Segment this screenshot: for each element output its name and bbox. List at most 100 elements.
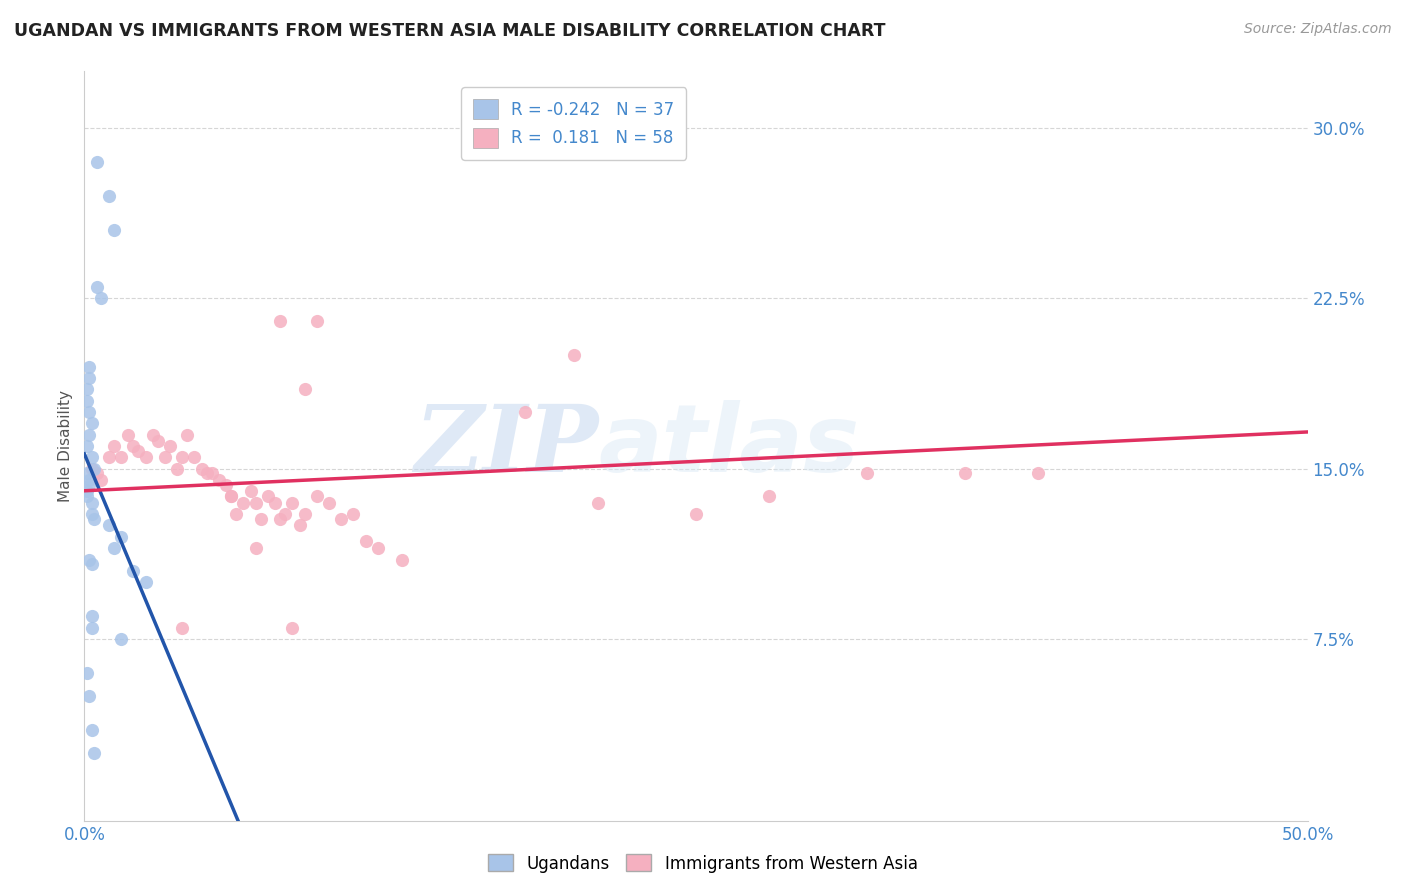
Point xyxy=(330,511,353,525)
Point xyxy=(77,371,100,385)
Point xyxy=(208,473,231,487)
Point xyxy=(215,477,238,491)
Point xyxy=(80,557,103,571)
Legend: R = -0.242   N = 37, R =  0.181   N = 58: R = -0.242 N = 37, R = 0.181 N = 58 xyxy=(461,87,686,160)
Point xyxy=(354,534,377,549)
Point xyxy=(135,575,157,590)
Point xyxy=(135,450,157,465)
Point xyxy=(80,723,103,737)
Point xyxy=(318,496,340,510)
Point xyxy=(103,223,125,237)
Point xyxy=(76,382,98,396)
Point xyxy=(90,473,112,487)
Point xyxy=(77,405,100,419)
Text: atlas: atlas xyxy=(598,400,859,492)
Point xyxy=(294,382,316,396)
Point xyxy=(122,439,145,453)
Point xyxy=(586,496,609,510)
Y-axis label: Male Disability: Male Disability xyxy=(58,390,73,502)
Point xyxy=(83,511,105,525)
Point xyxy=(80,450,103,465)
Point xyxy=(1028,467,1050,481)
Point xyxy=(76,439,98,453)
Point xyxy=(122,564,145,578)
Point xyxy=(76,393,98,408)
Point xyxy=(103,541,125,556)
Point xyxy=(76,467,98,481)
Point xyxy=(513,405,536,419)
Point xyxy=(239,484,262,499)
Point xyxy=(281,496,304,510)
Text: ZIP: ZIP xyxy=(413,401,598,491)
Point xyxy=(294,507,316,521)
Point xyxy=(80,417,103,431)
Point xyxy=(245,541,267,556)
Point xyxy=(249,511,271,525)
Point xyxy=(77,477,100,491)
Point xyxy=(176,427,198,442)
Point xyxy=(245,496,267,510)
Point xyxy=(97,518,120,533)
Point xyxy=(76,666,98,681)
Point xyxy=(86,280,108,294)
Point xyxy=(183,450,205,465)
Point xyxy=(97,189,120,203)
Point xyxy=(288,518,311,533)
Point xyxy=(219,489,242,503)
Point xyxy=(80,507,103,521)
Point xyxy=(200,467,222,481)
Point xyxy=(166,461,188,475)
Point xyxy=(269,511,291,525)
Point xyxy=(77,427,100,442)
Point xyxy=(367,541,389,556)
Point xyxy=(80,461,103,475)
Point xyxy=(195,467,218,481)
Point xyxy=(146,434,169,449)
Point xyxy=(153,450,176,465)
Point xyxy=(758,489,780,503)
Point xyxy=(77,552,100,566)
Point xyxy=(83,461,105,475)
Point xyxy=(80,496,103,510)
Point xyxy=(127,443,149,458)
Point xyxy=(77,473,100,487)
Point xyxy=(80,621,103,635)
Point xyxy=(219,489,242,503)
Point xyxy=(77,689,100,703)
Point xyxy=(110,450,132,465)
Legend: Ugandans, Immigrants from Western Asia: Ugandans, Immigrants from Western Asia xyxy=(481,847,925,880)
Point xyxy=(274,507,297,521)
Point xyxy=(86,467,108,481)
Point xyxy=(269,314,291,328)
Point xyxy=(342,507,364,521)
Point xyxy=(83,746,105,760)
Point xyxy=(562,348,585,362)
Point xyxy=(86,155,108,169)
Point xyxy=(76,489,98,503)
Point xyxy=(264,496,287,510)
Text: Source: ZipAtlas.com: Source: ZipAtlas.com xyxy=(1244,22,1392,37)
Point xyxy=(953,467,976,481)
Point xyxy=(76,484,98,499)
Point xyxy=(305,489,328,503)
Point xyxy=(232,496,254,510)
Point xyxy=(191,461,214,475)
Point xyxy=(117,427,139,442)
Point xyxy=(257,489,280,503)
Point xyxy=(305,314,328,328)
Point xyxy=(77,359,100,374)
Point xyxy=(172,450,194,465)
Point xyxy=(142,427,165,442)
Point xyxy=(103,439,125,453)
Point xyxy=(110,632,132,646)
Point xyxy=(281,621,304,635)
Point xyxy=(685,507,707,521)
Point xyxy=(225,507,247,521)
Point xyxy=(172,621,194,635)
Point xyxy=(90,292,112,306)
Text: UGANDAN VS IMMIGRANTS FROM WESTERN ASIA MALE DISABILITY CORRELATION CHART: UGANDAN VS IMMIGRANTS FROM WESTERN ASIA … xyxy=(14,22,886,40)
Point xyxy=(80,609,103,624)
Point xyxy=(391,552,413,566)
Point xyxy=(856,467,879,481)
Point xyxy=(110,530,132,544)
